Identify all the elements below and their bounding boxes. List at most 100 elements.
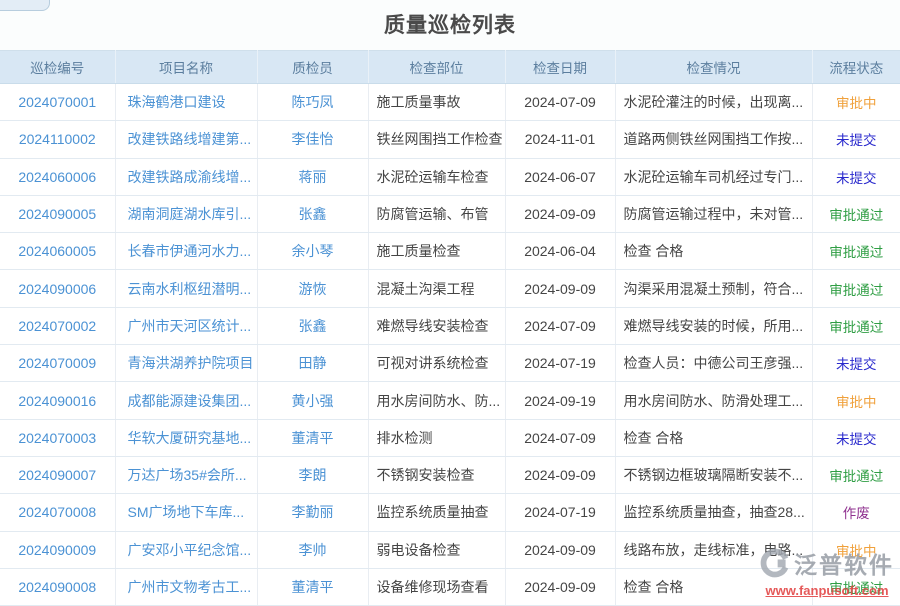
- cell-inspection-date: 2024-09-09: [505, 269, 616, 308]
- cell-inspector: 蒋丽: [257, 158, 369, 196]
- cell-inspection-id[interactable]: 2024090007: [0, 456, 116, 495]
- cell-project-name[interactable]: 万达广场35#会所...: [115, 456, 258, 495]
- cell-project-name[interactable]: 长春市伊通河水力...: [115, 232, 258, 271]
- table-row[interactable]: 2024090006 云南水利枢纽潜明... 游恢 混凝土沟渠工程 2024-09-09…: [0, 269, 900, 308]
- cell-inspection-date: 2024-07-09: [505, 83, 616, 122]
- cell-inspection-id[interactable]: 2024090008: [0, 568, 116, 606]
- column-header-inspection-part: 检查部位: [368, 50, 506, 84]
- cell-workflow-status: 审批通过: [812, 307, 900, 346]
- status-badge: 作废: [842, 506, 870, 522]
- page-tab[interactable]: [0, 0, 50, 11]
- status-badge: 审批中: [836, 394, 877, 410]
- cell-project-name[interactable]: 广州市天河区统计...: [115, 307, 258, 346]
- cell-inspector: 董清平: [257, 419, 369, 457]
- table-header: 巡检编号 项目名称 质检员 检查部位 检查日期 检查情况 流程状态: [0, 50, 900, 84]
- cell-inspection-date: 2024-09-09: [505, 456, 616, 495]
- cell-inspection-detail: 道路两侧铁丝网围挡工作按...: [615, 120, 813, 159]
- cell-project-name[interactable]: 成都能源建设集团...: [115, 381, 258, 420]
- cell-inspection-detail: 检查 合格: [615, 568, 813, 606]
- cell-inspection-id[interactable]: 2024090009: [0, 531, 116, 569]
- table-row[interactable]: 2024110002 改建铁路线增建第... 李佳怡 铁丝网围挡工作检查 2024-11…: [0, 120, 900, 159]
- cell-project-name[interactable]: 云南水利枢纽潜明...: [115, 269, 258, 308]
- cell-inspection-part: 可视对讲系统检查: [368, 344, 506, 383]
- cell-project-name[interactable]: 广州市文物考古工...: [115, 568, 258, 606]
- table-row[interactable]: 2024070001 珠海鹤港口建设 陈巧凤 施工质量事故 2024-07-09 水泥砼灌…: [0, 83, 900, 122]
- cell-workflow-status: 未提交: [812, 419, 900, 457]
- cell-project-name[interactable]: 广安邓小平纪念馆...: [115, 531, 258, 569]
- cell-project-name[interactable]: SM广场地下车库...: [115, 493, 258, 532]
- table-row[interactable]: 2024090007 万达广场35#会所... 李朗 不锈钢安装检查 2024-09-0…: [0, 456, 900, 495]
- cell-inspector: 田静: [257, 344, 369, 383]
- cell-inspection-part: 铁丝网围挡工作检查: [368, 120, 506, 159]
- status-badge: 审批中: [836, 543, 877, 559]
- cell-inspection-id[interactable]: 2024070008: [0, 493, 116, 532]
- table-row[interactable]: 2024070009 青海洪湖养护院项目 田静 可视对讲系统检查 2024-07-19 检…: [0, 344, 900, 383]
- cell-inspector: 张鑫: [257, 195, 369, 234]
- cell-workflow-status: 未提交: [812, 158, 900, 196]
- column-header-workflow-status: 流程状态: [812, 50, 900, 84]
- cell-workflow-status: 审批通过: [812, 232, 900, 271]
- cell-inspection-detail: 不锈钢边框玻璃隔断安装不...: [615, 456, 813, 495]
- table-row[interactable]: 2024060005 长春市伊通河水力... 余小琴 施工质量检查 2024-06-04…: [0, 232, 900, 271]
- cell-inspection-date: 2024-07-09: [505, 419, 616, 457]
- column-header-inspection-id: 巡检编号: [0, 50, 116, 84]
- cell-inspection-id[interactable]: 2024060005: [0, 232, 116, 271]
- table-row[interactable]: 2024070002 广州市天河区统计... 张鑫 难燃导线安装检查 2024-07-0…: [0, 307, 900, 346]
- cell-workflow-status: 审批通过: [812, 456, 900, 495]
- cell-inspection-detail: 检查 合格: [615, 419, 813, 457]
- cell-inspection-part: 设备维修现场查看: [368, 568, 506, 606]
- table-row[interactable]: 2024090009 广安邓小平纪念馆... 李帅 弱电设备检查 2024-09-09 线…: [0, 531, 900, 569]
- cell-inspection-part: 施工质量检查: [368, 232, 506, 271]
- cell-project-name[interactable]: 改建铁路线增建第...: [115, 120, 258, 159]
- cell-project-name[interactable]: 湖南洞庭湖水库引...: [115, 195, 258, 234]
- cell-inspection-id[interactable]: 2024090005: [0, 195, 116, 234]
- cell-workflow-status: 审批中: [812, 381, 900, 420]
- cell-inspection-part: 用水房间防水、防...: [368, 381, 506, 420]
- table-row[interactable]: 2024090005 湖南洞庭湖水库引... 张鑫 防腐管运输、布管 2024-09-0…: [0, 195, 900, 234]
- cell-inspection-part: 排水检测: [368, 419, 506, 457]
- cell-project-name[interactable]: 改建铁路成渝线增...: [115, 158, 258, 196]
- cell-inspection-id[interactable]: 2024090016: [0, 381, 116, 420]
- cell-inspection-part: 混凝土沟渠工程: [368, 269, 506, 308]
- cell-inspection-date: 2024-09-09: [505, 531, 616, 569]
- cell-inspection-detail: 防腐管运输过程中，未对管...: [615, 195, 813, 234]
- column-header-inspection-detail: 检查情况: [615, 50, 813, 84]
- cell-inspection-id[interactable]: 2024060006: [0, 158, 116, 196]
- cell-inspection-part: 难燃导线安装检查: [368, 307, 506, 346]
- table-row[interactable]: 2024090008 广州市文物考古工... 董清平 设备维修现场查看 2024-09-…: [0, 568, 900, 606]
- status-badge: 审批中: [836, 96, 877, 112]
- status-badge: 未提交: [836, 170, 877, 186]
- cell-inspection-id[interactable]: 2024090006: [0, 269, 116, 308]
- cell-inspection-date: 2024-07-09: [505, 307, 616, 346]
- column-header-inspection-date: 检查日期: [505, 50, 616, 84]
- status-badge: 未提交: [836, 357, 877, 373]
- cell-inspector: 李佳怡: [257, 120, 369, 159]
- cell-inspection-detail: 线路布放，走线标准，电路...: [615, 531, 813, 569]
- cell-inspection-id[interactable]: 2024070009: [0, 344, 116, 383]
- cell-workflow-status: 作废: [812, 493, 900, 532]
- cell-inspection-id[interactable]: 2024070003: [0, 419, 116, 457]
- cell-inspection-id[interactable]: 2024070001: [0, 83, 116, 122]
- cell-inspection-part: 水泥砼运输车检查: [368, 158, 506, 196]
- cell-project-name[interactable]: 青海洪湖养护院项目: [115, 344, 258, 383]
- cell-project-name[interactable]: 华软大厦研究基地...: [115, 419, 258, 457]
- status-badge: 审批通过: [829, 282, 884, 298]
- cell-inspection-id[interactable]: 2024070002: [0, 307, 116, 346]
- cell-inspection-part: 监控系统质量抽查: [368, 493, 506, 532]
- column-header-project-name: 项目名称: [115, 50, 258, 84]
- cell-inspection-detail: 检查人员：中德公司王彦强...: [615, 344, 813, 383]
- cell-inspection-date: 2024-07-19: [505, 344, 616, 383]
- cell-inspection-date: 2024-06-07: [505, 158, 616, 196]
- table-body: 2024070001 珠海鹤港口建设 陈巧凤 施工质量事故 2024-07-09 水泥砼灌…: [0, 83, 900, 606]
- cell-inspection-id[interactable]: 2024110002: [0, 120, 116, 159]
- cell-inspection-detail: 水泥砼灌注的时候，出现离...: [615, 83, 813, 122]
- cell-inspector: 张鑫: [257, 307, 369, 346]
- table-row[interactable]: 2024060006 改建铁路成渝线增... 蒋丽 水泥砼运输车检查 2024-06-0…: [0, 158, 900, 196]
- table-row[interactable]: 2024070003 华软大厦研究基地... 董清平 排水检测 2024-07-09 检查…: [0, 419, 900, 457]
- cell-inspector: 余小琴: [257, 232, 369, 271]
- cell-inspection-part: 不锈钢安装检查: [368, 456, 506, 495]
- cell-inspection-date: 2024-09-19: [505, 381, 616, 420]
- table-row[interactable]: 2024090016 成都能源建设集团... 黄小强 用水房间防水、防... 2024-…: [0, 381, 900, 420]
- table-row[interactable]: 2024070008 SM广场地下车库... 李勤丽 监控系统质量抽查 2024-07-…: [0, 493, 900, 532]
- cell-project-name[interactable]: 珠海鹤港口建设: [115, 83, 258, 122]
